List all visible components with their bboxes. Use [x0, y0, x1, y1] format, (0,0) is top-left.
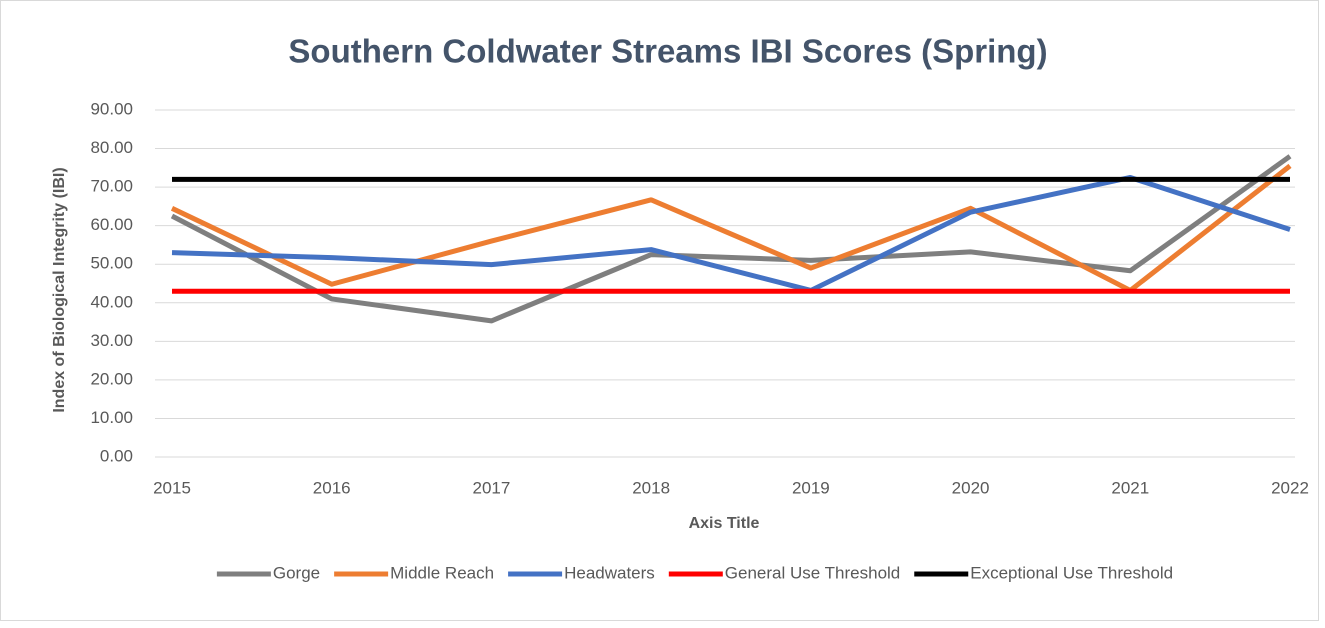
y-tick-label: 70.00: [90, 177, 133, 196]
y-tick-label: 0.00: [100, 446, 133, 465]
series-line: [171, 174, 1291, 293]
x-tick-label: 2018: [632, 478, 670, 497]
x-tick-label: 2021: [1111, 478, 1149, 497]
y-axis-title: Index of Biological Integrity (IBI): [51, 167, 68, 412]
series-line: [170, 163, 1292, 293]
x-tick-label: 2015: [153, 478, 191, 497]
y-tick-label: 10.00: [90, 408, 133, 427]
y-tick-label: 80.00: [90, 138, 133, 157]
x-tick-label: 2016: [313, 478, 351, 497]
x-axis-title: Axis Title: [689, 515, 760, 532]
legend-label: Gorge: [273, 563, 320, 582]
legend-label: Middle Reach: [390, 563, 494, 582]
x-tick-label: 2020: [952, 478, 990, 497]
y-tick-label: 90.00: [90, 99, 133, 118]
legend: Gorge Middle Reach Headwaters General Use T…: [216, 563, 1173, 582]
legend-label: Exceptional Use Threshold: [970, 563, 1173, 582]
legend-label: General Use Threshold: [725, 563, 900, 582]
y-tick-label: 20.00: [90, 369, 133, 388]
y-tick-label: 50.00: [90, 254, 133, 273]
series-line: [170, 154, 1292, 324]
x-tick-label: 2022: [1271, 478, 1309, 497]
chart-title: Southern Coldwater Streams IBI Scores (S…: [288, 33, 1047, 70]
y-tick-label: 60.00: [90, 215, 133, 234]
y-tick-label: 40.00: [90, 292, 133, 311]
x-tick-label: 2019: [792, 478, 830, 497]
x-tick-label: 2017: [473, 478, 511, 497]
y-tick-label: 30.00: [90, 331, 133, 350]
legend-label: Headwaters: [564, 563, 655, 582]
